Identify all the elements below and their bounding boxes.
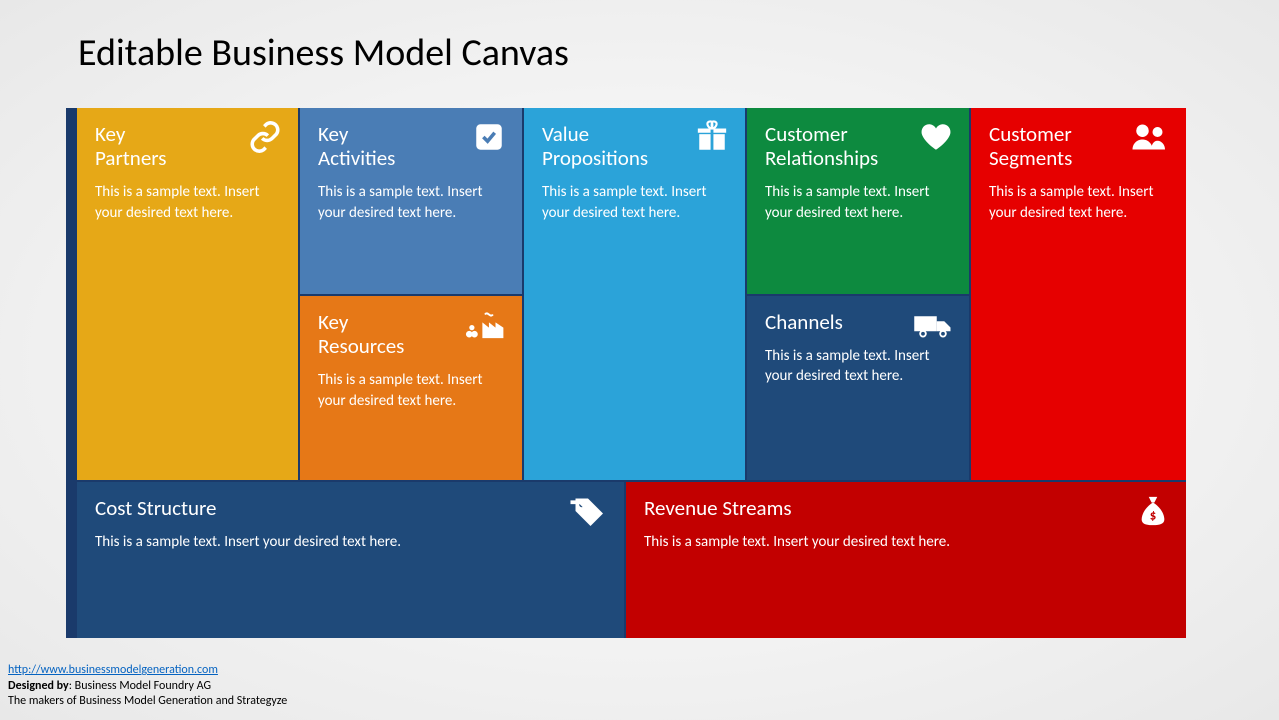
block-body: This is a sample text. Insert your desir… [765,346,951,387]
svg-text:$: $ [1150,509,1156,524]
footer: http://www.businessmodelgeneration.com D… [8,663,287,710]
block-customer-relationships: CustomerRelationships This is a sample t… [747,108,969,294]
block-cost-structure: Cost Structure This is a sample text. In… [77,482,624,638]
page-title: Editable Business Model Canvas [78,30,569,76]
block-customer-segments: CustomerSegments This is a sample text. … [971,108,1186,480]
tags-icon [568,494,608,528]
block-body: This is a sample text. Insert your desir… [542,182,727,223]
factory-icon [464,308,506,342]
block-body: This is a sample text. Insert your desir… [95,182,280,223]
gift-icon [695,120,729,154]
link-icon [248,120,282,154]
block-revenue-streams: Revenue Streams This is a sample text. I… [626,482,1186,638]
block-body: This is a sample text. Insert your desir… [318,370,504,411]
block-key-resources: KeyResources This is a sample text. Inse… [300,296,522,480]
designed-by-label: Designed by [8,679,69,693]
truck-icon [913,308,953,342]
block-title: Revenue Streams [644,496,1168,520]
people-icon [1130,120,1170,154]
footer-tagline: The makers of Business Model Generation … [8,694,287,708]
heart-icon [919,120,953,154]
block-body: This is a sample text. Insert your desir… [95,532,415,552]
block-body: This is a sample text. Insert your desir… [989,182,1168,223]
bmc-canvas: KeyPartners This is a sample text. Inser… [66,108,1186,638]
block-channels: Channels This is a sample text. Insert y… [747,296,969,480]
footer-link[interactable]: http://www.businessmodelgeneration.com [8,663,218,677]
block-body: This is a sample text. Insert your desir… [765,182,951,223]
designed-by: Business Model Foundry AG [75,679,211,693]
check-icon [472,120,506,154]
block-title: Cost Structure [95,496,606,520]
block-key-partners: KeyPartners This is a sample text. Inser… [77,108,298,480]
block-value-propositions: ValuePropositions This is a sample text.… [524,108,745,480]
block-key-activities: KeyActivities This is a sample text. Ins… [300,108,522,294]
block-body: This is a sample text. Insert your desir… [318,182,504,223]
money-bag-icon: $ [1136,494,1170,528]
block-body: This is a sample text. Insert your desir… [644,532,964,552]
